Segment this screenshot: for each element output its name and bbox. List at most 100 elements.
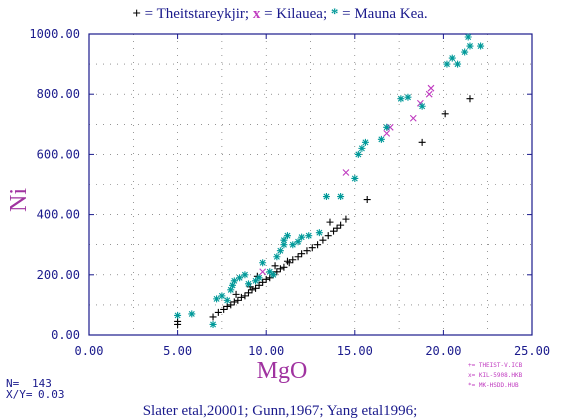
data-point [280,263,288,271]
series-theitstareykjir [174,95,474,328]
data-point [303,247,311,255]
data-point [230,277,238,285]
title-series-name: = Mauna Kea. [338,6,427,22]
data-point [466,42,474,50]
data-point [237,293,245,301]
data-point [461,48,469,56]
data-point [466,95,474,103]
data-point [255,274,263,282]
data-point [246,283,254,291]
data-point [427,84,435,92]
data-point [244,280,252,288]
title-marker: x [249,6,261,22]
data-point [269,271,277,279]
data-point [397,95,405,103]
data-point [223,296,231,304]
data-point [314,241,322,249]
data-point [227,286,235,294]
data-point [298,233,306,241]
chart-title: + = Theitstareykjir; x = Kilauea; * = Ma… [132,6,427,22]
data-point [324,232,332,240]
data-point [229,281,237,289]
data-point [319,236,327,244]
data-point [252,277,260,285]
data-point [289,241,297,249]
data-point [230,298,238,306]
n-value: 143 [32,377,52,390]
data-point [209,313,217,321]
data-point [342,169,350,176]
data-point [383,129,391,137]
data-point [259,278,267,286]
data-point [443,60,451,68]
data-point [418,138,426,146]
data-point [337,193,345,201]
data-point [342,215,350,223]
data-point [174,311,182,319]
y-axis-label: Ni [6,188,32,212]
data-point [354,150,362,158]
data-point [330,227,338,235]
data-point [305,232,313,240]
data-point [241,271,249,279]
data-point [361,138,369,146]
data-point [227,301,235,309]
data-point [223,302,231,310]
data-point [294,238,302,246]
data-point [276,247,284,255]
y-tick-label: 0.00 [51,328,80,342]
data-point [289,256,297,264]
data-point [404,93,412,101]
xy-label: X/Y= [6,388,33,401]
data-point [188,310,196,318]
xy-value: 0.03 [38,388,65,401]
title-marker: + [132,6,141,22]
data-point [262,275,270,283]
data-point [283,257,291,265]
data-point [425,90,433,98]
data-point [209,320,217,328]
y-tick-label: 400.00 [37,208,80,222]
data-point [218,292,226,300]
data-point [326,218,334,226]
legend-file: *= MK-HSDD.HUB [468,382,519,389]
y-tick-label: 800.00 [37,87,80,101]
data-point [273,253,281,261]
data-point [285,259,293,267]
data-point [271,262,279,270]
data-point [351,174,359,182]
x-tick-label: 25.00 [514,344,550,358]
data-point [273,268,281,276]
data-point [454,60,462,68]
data-point [248,286,256,294]
data-point [298,250,306,258]
data-point [409,114,417,122]
data-point [280,236,288,244]
data-point [213,295,221,303]
y-tick-label: 600.00 [37,147,80,161]
data-point [255,281,263,289]
data-point [174,317,182,325]
data-point [322,193,330,201]
data-points [174,33,485,328]
data-point [418,102,426,110]
data-point [266,274,274,282]
data-point [464,33,472,41]
plot-frame [88,33,533,336]
data-point [241,292,249,300]
data-point [259,268,267,276]
title-text: + = Theitstareykjir; x = Kilauea; * = Ma… [132,6,427,22]
grid-lines [89,34,532,335]
n-label: N= [6,377,20,390]
title-series-name: = Kilauea; [260,6,327,22]
data-point [477,42,485,50]
data-point [315,229,323,237]
y-tick-label: 200.00 [37,268,80,282]
data-point [232,290,240,298]
data-point [214,308,222,316]
data-point [377,135,385,143]
x-tick-label: 15.00 [337,344,373,358]
data-point [252,284,260,292]
data-point [259,259,267,267]
